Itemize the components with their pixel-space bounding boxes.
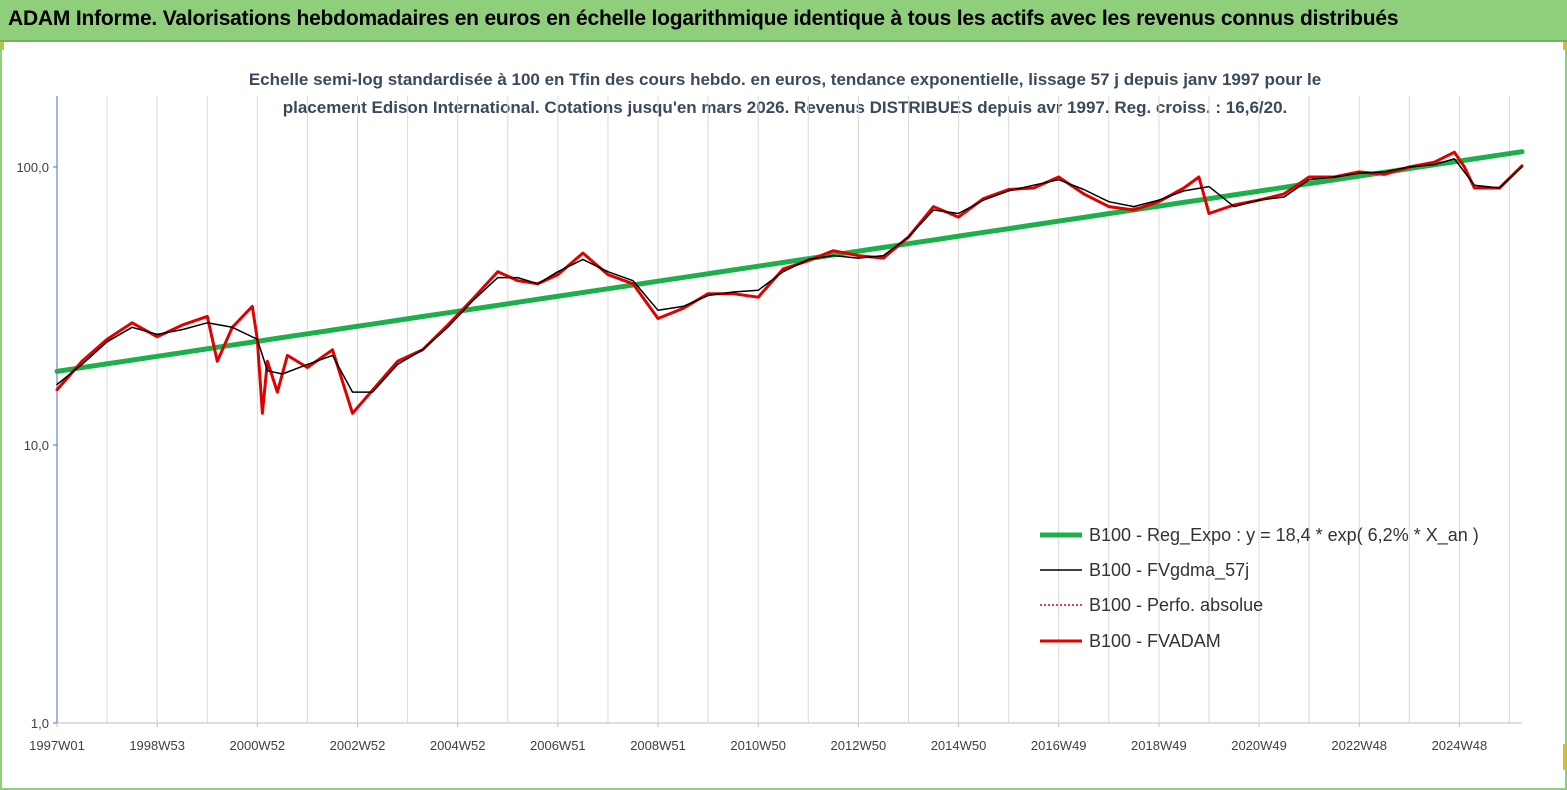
x-tick-label: 2022W48	[1331, 738, 1387, 753]
x-tick-label: 1998W53	[129, 738, 185, 753]
y-tick-label: 10,0	[24, 438, 49, 453]
series-line-fvgdma	[56, 158, 1523, 393]
chart-title-line-2: placement Edison International. Cotation…	[282, 98, 1288, 117]
x-tick-label: 2006W51	[530, 738, 586, 753]
series-line-fvadam	[55, 150, 1524, 415]
y-tick-label: 1,0	[31, 716, 49, 731]
series-layer	[54, 149, 1525, 415]
legend-label-reg-expo: B100 - Reg_Expo : y = 18,4 * exp( 6,2% *…	[1089, 525, 1479, 546]
x-tick-label: 2016W49	[1031, 738, 1087, 753]
x-tick-label: 2010W50	[730, 738, 786, 753]
series-line-reg-expo	[54, 149, 1525, 374]
x-tick-label: 2018W49	[1131, 738, 1187, 753]
y-tick-label: 100,0	[16, 160, 49, 175]
axis-layer: 1,0 10,0 100,0 1997W01 1998W53 2000W52 2002W52…	[16, 96, 1522, 753]
x-tick-label: 2000W52	[230, 738, 286, 753]
banner-title: ADAM Informe. Valorisations hebdomadaire…	[8, 7, 1399, 30]
x-tick-label: 2012W50	[831, 738, 887, 753]
banner: ADAM Informe. Valorisations hebdomadaire…	[0, 0, 1567, 42]
x-tick-label: 2014W50	[931, 738, 987, 753]
x-tick-label: 2024W48	[1432, 738, 1488, 753]
x-tick-label: 2004W52	[430, 738, 486, 753]
x-tick-label: 2002W52	[330, 738, 386, 753]
legend-label-fvgdma: B100 - FVgdma_57j	[1089, 560, 1249, 581]
x-tick-label: 2020W49	[1231, 738, 1287, 753]
corner-mark-top-left	[0, 42, 4, 50]
legend: B100 - Reg_Expo : y = 18,4 * exp( 6,2% *…	[1040, 525, 1479, 651]
x-tick-label: 1997W01	[29, 738, 85, 753]
chart-title-line-1: Echelle semi-log standardisée à 100 en T…	[248, 70, 1322, 89]
legend-label-perfo: B100 - Perfo. absolue	[1089, 595, 1263, 615]
x-tick-label: 2008W51	[630, 738, 686, 753]
legend-label-fvadam: B100 - FVADAM	[1089, 631, 1221, 651]
chart-title: Echelle semi-log standardisée à 100 en T…	[120, 66, 1450, 122]
chart-frame	[0, 42, 1567, 790]
